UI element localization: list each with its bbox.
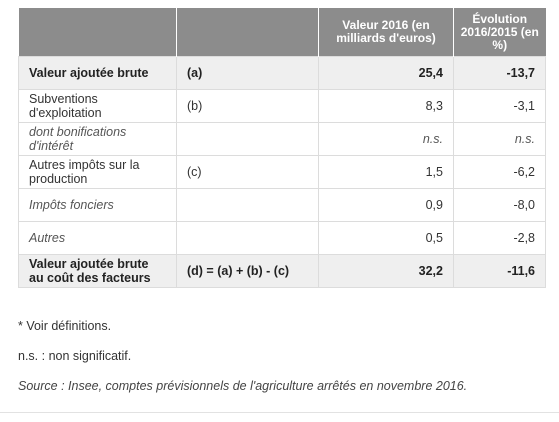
data-table-container: Valeur 2016 (en milliards d'euros) Évolu…	[18, 8, 546, 288]
row-change: -2,8	[453, 221, 546, 255]
row-value: 1,5	[318, 155, 454, 189]
value-added-table: Valeur 2016 (en milliards d'euros) Évolu…	[18, 8, 546, 288]
row-label: Autres	[18, 221, 177, 255]
row-value: n.s.	[318, 122, 454, 156]
bottom-divider	[0, 412, 559, 413]
row-label: dont bonifications d'intérêt	[18, 122, 177, 156]
row-code	[176, 122, 319, 156]
table-row: Autres impôts sur la production (c) 1,5 …	[18, 155, 546, 189]
row-value: 32,2	[318, 254, 454, 288]
table-row: Autres 0,5 -2,8	[18, 221, 546, 255]
row-code: (b)	[176, 89, 319, 123]
header-code	[176, 8, 319, 57]
note-not-significant: n.s. : non significatif.	[18, 349, 132, 363]
source-note: Source : Insee, comptes prévisionnels de…	[18, 379, 468, 393]
row-code: (a)	[176, 56, 319, 90]
row-change: -3,1	[453, 89, 546, 123]
row-change: -11,6	[453, 254, 546, 288]
row-change: -6,2	[453, 155, 546, 189]
header-label	[18, 8, 177, 57]
row-code	[176, 221, 319, 255]
row-label: Valeur ajoutée brute	[18, 56, 177, 90]
row-value: 0,9	[318, 188, 454, 222]
row-value: 25,4	[318, 56, 454, 90]
row-change: -13,7	[453, 56, 546, 90]
table-row: Impôts fonciers 0,9 -8,0	[18, 188, 546, 222]
table-header-row: Valeur 2016 (en milliards d'euros) Évolu…	[18, 8, 546, 57]
header-value-2016: Valeur 2016 (en milliards d'euros)	[318, 8, 454, 57]
table-row: Valeur ajoutée brute (a) 25,4 -13,7	[18, 56, 546, 90]
row-value: 8,3	[318, 89, 454, 123]
table-row: Subventions d'exploitation (b) 8,3 -3,1	[18, 89, 546, 123]
table-row: dont bonifications d'intérêt n.s. n.s.	[18, 122, 546, 156]
row-label: Subventions d'exploitation	[18, 89, 177, 123]
row-change: n.s.	[453, 122, 546, 156]
row-label: Autres impôts sur la production	[18, 155, 177, 189]
row-label: Impôts fonciers	[18, 188, 177, 222]
row-code: (d) = (a) + (b) - (c)	[176, 254, 319, 288]
table-row: Valeur ajoutée brute au coût des facteur…	[18, 254, 546, 288]
row-code	[176, 188, 319, 222]
row-code: (c)	[176, 155, 319, 189]
row-value: 0,5	[318, 221, 454, 255]
row-label: Valeur ajoutée brute au coût des facteur…	[18, 254, 177, 288]
header-evolution: Évolution 2016/2015 (en %)	[453, 8, 546, 57]
row-change: -8,0	[453, 188, 546, 222]
note-definitions: * Voir définitions.	[18, 319, 112, 333]
